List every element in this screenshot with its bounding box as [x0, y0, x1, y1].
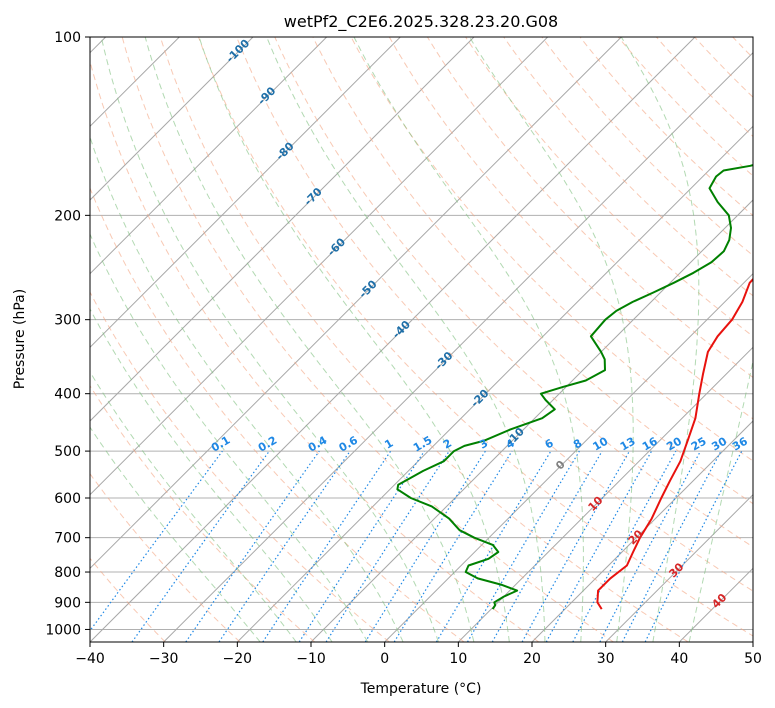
x-axis-label: Temperature (°C) — [360, 681, 482, 697]
plot-background — [90, 37, 753, 642]
dry-adiabat-line — [90, 472, 241, 642]
mixing-ratio-line — [218, 450, 351, 642]
moist-adiabat-line — [353, 37, 584, 642]
y-tick-label: 200 — [54, 208, 81, 224]
x-tick-label: −10 — [296, 651, 326, 667]
y-tick-label: 600 — [54, 491, 81, 507]
temperature-line — [596, 277, 753, 610]
moist-adiabat-line — [100, 37, 439, 642]
dry-adiabat-line — [121, 37, 614, 642]
dry-adiabat-line — [90, 291, 390, 642]
moist-adiabat-line — [90, 426, 261, 642]
isotherm-line — [90, 37, 328, 275]
isotherm-line — [236, 125, 753, 642]
dry-adiabat-line — [90, 384, 316, 642]
x-tick-label: −30 — [149, 651, 179, 667]
isotherm-line — [531, 420, 753, 642]
mixing-ratio-line — [393, 450, 513, 642]
isotherm-line — [163, 51, 753, 642]
isotherm-line — [457, 346, 753, 642]
moist-adiabat-line — [620, 37, 700, 642]
dry-adiabat-line — [90, 186, 465, 642]
x-tick-label: 0 — [380, 651, 389, 667]
chart-title: wetPf2_C2E6.2025.328.23.20.G08 — [284, 12, 558, 32]
y-axis-label: Pressure (hPa) — [12, 289, 28, 389]
y-tick-label: 800 — [54, 565, 81, 581]
isotherm-line — [90, 37, 254, 201]
y-tick-label: 300 — [54, 313, 81, 329]
dry-adiabat-line — [198, 37, 753, 637]
moist-adiabat-line — [90, 232, 369, 642]
y-axis: 100 200 300 400 500 600 700 800 900 1000 — [45, 30, 90, 638]
x-tick-label: 50 — [744, 651, 762, 667]
profile-lines — [396, 164, 753, 610]
y-tick-label: 700 — [54, 531, 81, 547]
moist-adiabat-line — [90, 135, 404, 642]
isotherm-line — [90, 37, 401, 349]
moist-adiabat-line — [90, 308, 333, 642]
moist-adiabat-line — [688, 358, 753, 642]
mixing-ratio-line — [185, 450, 320, 642]
dry-adiabat-line — [159, 37, 689, 642]
x-tick-label: 20 — [523, 651, 541, 667]
dry-adiabat-line — [771, 37, 775, 642]
isotherm-line — [752, 641, 753, 642]
mixing-ratio-line — [644, 450, 743, 642]
mixing-ratio-line — [298, 450, 425, 642]
mixing-ratio-line — [521, 450, 631, 642]
isotherm-line — [90, 37, 622, 570]
dewpoint-line — [396, 164, 753, 610]
mixing-ratio-line — [325, 450, 450, 642]
moist-adiabat-line — [266, 37, 546, 642]
dry-adiabat-line — [236, 37, 753, 592]
y-tick-label: 1000 — [45, 622, 81, 638]
x-tick-label: 30 — [597, 651, 615, 667]
x-axis: −40 −30 −20 −10 0 10 20 30 40 50 — [75, 642, 762, 667]
x-tick-label: 10 — [449, 651, 467, 667]
isotherm-line — [90, 37, 696, 642]
dry-adiabat-line — [465, 37, 753, 338]
moist-adiabat-line — [198, 37, 510, 642]
mixing-ratio-line — [262, 450, 392, 642]
moist-adiabat-line — [144, 37, 475, 642]
mixing-ratio-line — [572, 450, 677, 642]
dry-adiabat-line — [503, 37, 753, 297]
y-tick-label: 900 — [54, 595, 81, 611]
moist-adiabat-line — [90, 370, 297, 642]
isotherm-line — [90, 37, 549, 496]
y-tick-label: 400 — [54, 387, 81, 403]
y-tick-label: 500 — [54, 444, 81, 460]
isotherm-line — [310, 199, 753, 642]
dry-adiabat-line — [350, 37, 753, 462]
plot-frame — [89, 36, 754, 643]
dry-adiabat-line — [312, 37, 753, 505]
x-tick-label: −40 — [75, 651, 105, 667]
background-lines — [90, 37, 775, 642]
x-tick-label: −20 — [223, 651, 253, 667]
dry-adiabat-line — [426, 37, 753, 379]
isotherm-line — [605, 493, 753, 642]
y-tick-label: 100 — [54, 30, 81, 46]
isotherm-line — [90, 37, 475, 422]
mixing-ratio-line — [90, 450, 223, 632]
mixing-ratio-line — [545, 450, 653, 642]
mixing-ratio-line — [131, 450, 270, 642]
dry-adiabat-line — [90, 59, 540, 642]
dry-adiabat-line — [388, 37, 753, 420]
x-tick-label: 40 — [670, 651, 688, 667]
